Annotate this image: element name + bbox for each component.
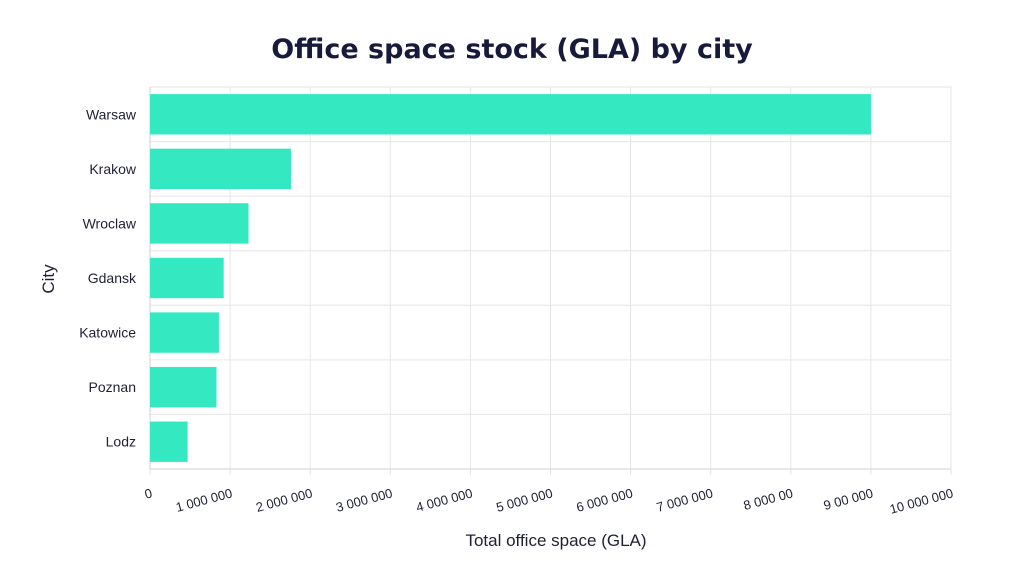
x-tick-labels: 0 1 000 000 2 000 000 3 000 000 4 000 000 5 0… [143, 485, 955, 516]
bar-poznan [150, 366, 217, 408]
category-label: Katowice [79, 325, 136, 341]
grid-lines [149, 86, 952, 475]
category-labels: Warsaw Krakow Wroclaw Gdansk Katowice Poznan L… [79, 106, 137, 449]
x-tick-label: 5 000 000 [495, 485, 555, 514]
x-tick-label: 8 000 00 [742, 485, 795, 513]
bar-lodz [150, 421, 188, 462]
bar-wroclaw [150, 203, 249, 244]
x-tick-label: 3 000 000 [334, 485, 394, 514]
bar-katowice [150, 312, 219, 353]
category-label: Wroclaw [83, 215, 137, 231]
category-label: Gdansk [88, 270, 137, 286]
x-axis-title: Total office space (GLA) [465, 531, 646, 550]
x-tick-label: 6 000 000 [575, 485, 635, 514]
chart-title: Office space stock (GLA) by city [271, 34, 753, 65]
x-tick-label: 2 000 000 [254, 485, 314, 514]
x-tick-label: 9 00 000 [822, 485, 875, 513]
category-label: Lodz [106, 434, 136, 450]
category-label: Poznan [89, 379, 136, 395]
bar-warsaw [150, 94, 871, 135]
x-tick-label: 7 000 000 [655, 485, 715, 514]
x-tick-label: 10 000 000 [888, 485, 955, 516]
category-label: Warsaw [86, 106, 137, 122]
x-tick-label: 0 [143, 485, 154, 501]
bar-gdansk [150, 257, 224, 299]
category-label: Krakow [89, 161, 137, 177]
bar-krakow [150, 148, 291, 190]
y-axis-title: City [39, 264, 58, 294]
x-tick-label: 1 000 000 [174, 485, 234, 514]
bars [150, 94, 871, 462]
x-tick-label: 4 000 000 [414, 485, 474, 514]
